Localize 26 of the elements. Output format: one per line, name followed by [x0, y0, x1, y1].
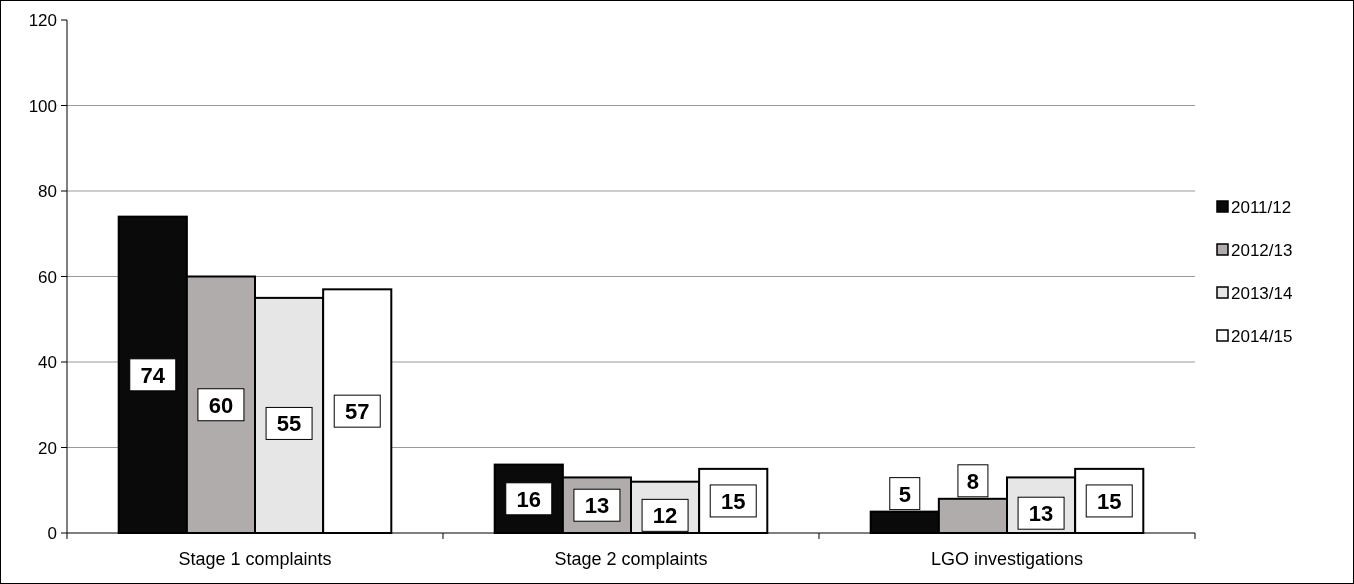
x-tick-label: Stage 1 complaints: [178, 549, 332, 569]
y-tick-label: 80: [38, 182, 57, 201]
data-label: 16: [516, 486, 542, 512]
data-label: 8: [966, 468, 980, 494]
y-tick-label: 40: [38, 353, 57, 372]
y-tick-label: 20: [38, 438, 57, 458]
y-tick-label: 100: [28, 96, 57, 116]
data-label: 15: [1096, 488, 1122, 514]
data-label: 57: [344, 399, 370, 425]
legend-label: 2013/14: [1231, 284, 1293, 303]
x-tick-label: LGO investigations: [930, 549, 1084, 569]
data-label: 13: [584, 493, 610, 519]
legend-label: 2014/15: [1231, 327, 1293, 346]
data-label: 5: [898, 481, 911, 507]
legend-label: 2012/13: [1231, 241, 1293, 260]
y-tick-label: 0: [47, 524, 57, 543]
data-label: 74: [140, 362, 166, 388]
data-label: 13: [1028, 501, 1054, 527]
x-tick-label: Stage 2 complaints: [554, 549, 708, 569]
data-label: 55: [276, 411, 302, 437]
y-tick-label: 60: [38, 267, 57, 287]
data-label: 15: [720, 488, 746, 514]
y-tick-label: 120: [28, 11, 57, 30]
legend-label: 2011/12: [1231, 198, 1292, 217]
data-label: 60: [208, 392, 234, 418]
data-label: 12: [652, 503, 678, 529]
